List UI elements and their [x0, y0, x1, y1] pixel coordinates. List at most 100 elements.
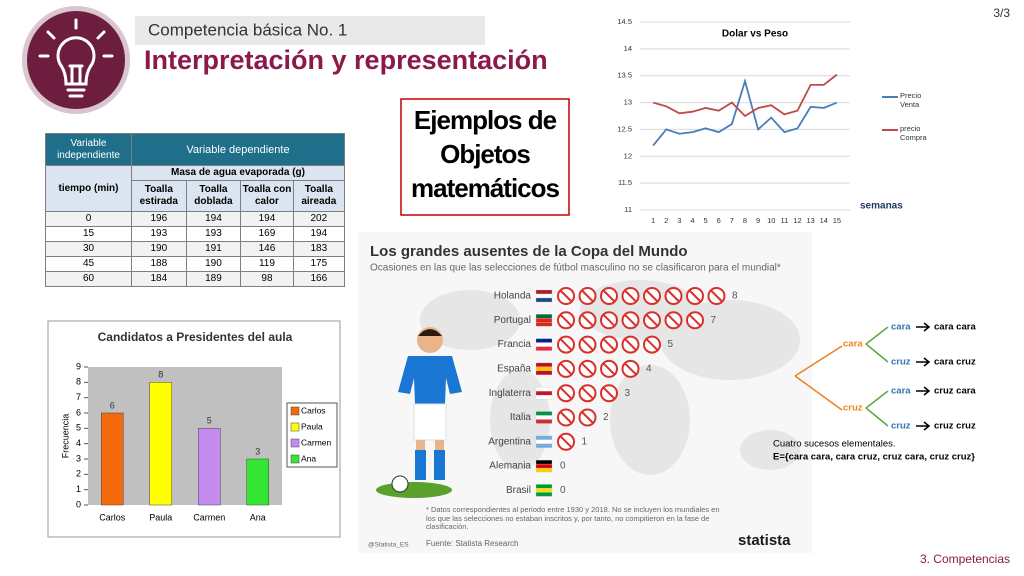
- x-tick-label: 5: [704, 216, 708, 225]
- footnote: * Datos correspondientes al periodo entr…: [426, 506, 720, 531]
- x-tick-label: Carmen: [193, 512, 225, 522]
- table-row: 60 184 189 98 166: [45, 271, 346, 287]
- flag-stripe: [535, 366, 553, 372]
- table-cell: 193: [131, 226, 187, 242]
- legend-label: Ana: [301, 453, 316, 463]
- flag-stripe: [535, 488, 553, 493]
- x-tick-label: 1: [651, 216, 655, 225]
- table-column-header: Toalla doblada: [185, 180, 242, 212]
- icon-slash: [559, 314, 573, 327]
- table-column-header: Toalla estirada: [131, 180, 187, 212]
- icon-slash: [559, 411, 573, 424]
- flag-stripe: [535, 419, 553, 424]
- table-cell: 45: [45, 256, 132, 272]
- x-tick-label: 14: [820, 216, 828, 225]
- category-label: Holanda: [494, 291, 532, 302]
- icon-slash: [602, 314, 616, 327]
- data-label: 2: [603, 412, 609, 423]
- flag-stripe: [535, 314, 553, 319]
- table-cell: 175: [292, 256, 346, 272]
- x-tick-label: 4: [690, 216, 694, 225]
- tree-edge: [794, 345, 843, 377]
- icon-slash: [559, 386, 573, 400]
- legend-swatch: [290, 406, 300, 416]
- legend-swatch: [290, 438, 300, 448]
- chart-subtitle: Ocasiones en las que las selecciones de …: [370, 263, 781, 274]
- pictogram-row: [557, 384, 618, 403]
- bar: [101, 412, 124, 506]
- flag-stripe: [535, 439, 553, 444]
- tree-edge: [865, 390, 889, 409]
- table-cell: 194: [240, 211, 294, 227]
- category-label: España: [497, 364, 531, 375]
- arrow: [916, 386, 931, 396]
- callout-holder: Ejemplos de Objetos matemáticos: [411, 105, 560, 203]
- flag-stripe: [535, 297, 553, 303]
- flag-stripe: [535, 443, 553, 448]
- flag-stripe: [535, 484, 553, 489]
- table-cell: 169: [240, 226, 294, 242]
- data-label: 3: [625, 388, 631, 399]
- header-subtitle: Competencia básica No. 1: [148, 20, 347, 39]
- y-tick-label: 11.5: [618, 178, 632, 187]
- flag-stripe: [535, 395, 553, 400]
- icon-slash: [559, 435, 573, 449]
- data-label: 4: [646, 364, 652, 375]
- data-label: 5: [668, 339, 674, 350]
- flag-stripe: [535, 318, 553, 323]
- leaf-label: cruz: [891, 421, 911, 432]
- flag-stripe: [535, 467, 553, 473]
- icon-slash: [688, 314, 702, 327]
- legend-label-holder: Precio Venta: [900, 91, 921, 109]
- leaf-label: cruz: [891, 357, 911, 368]
- outcome: cara cara: [934, 322, 976, 333]
- data-label: 3: [255, 446, 260, 456]
- footnote-holder: * Datos correspondientes al periodo entr…: [426, 506, 720, 531]
- y-tick-label: 3: [76, 453, 81, 463]
- y-tick-label: 8: [76, 377, 81, 387]
- x-tick-label: 15: [833, 216, 841, 225]
- x-tick-label: 13: [806, 216, 814, 225]
- flag-stripe: [535, 391, 553, 396]
- data-label: 7: [711, 315, 717, 326]
- bar: [149, 382, 172, 506]
- flag-stripe: [535, 370, 553, 376]
- flag-stripe: [535, 411, 553, 416]
- icon-slash: [624, 338, 637, 351]
- tree-edge: [865, 407, 889, 427]
- chart-title: Dolar vs Peso: [722, 29, 788, 40]
- data-label: 8: [158, 370, 163, 380]
- header-title: Interpretación y representación: [144, 45, 548, 75]
- x-tick-label: 9: [756, 216, 760, 225]
- y-axis-label: Frecuencia: [60, 414, 70, 459]
- icon-slash: [581, 411, 594, 424]
- line-series: [652, 77, 838, 147]
- pictogram-row: [557, 408, 597, 427]
- y-tick-label: 12.5: [617, 124, 632, 133]
- x-tick-label: 7: [730, 216, 734, 225]
- y-tick-label: 1: [76, 484, 81, 494]
- legend-swatch: [290, 454, 300, 464]
- y-tick-label: 5: [76, 423, 81, 433]
- branch-label: cruz: [843, 403, 863, 414]
- y-tick-label: 7: [76, 392, 81, 402]
- tree-edge: [794, 375, 843, 411]
- table-cell: 119: [240, 256, 294, 272]
- table-cell: 190: [185, 256, 242, 272]
- x-axis-label: semanas: [860, 201, 903, 212]
- flag-stripe: [535, 338, 553, 343]
- outcome: cara cruz: [934, 357, 976, 368]
- table-row: 15 193 193 169 194: [45, 226, 346, 242]
- callout: Ejemplos de Objetos matemáticos: [411, 105, 560, 203]
- table-header: tiempo (min): [45, 165, 132, 212]
- icon-slash: [581, 362, 594, 376]
- flag-stripe: [535, 492, 553, 497]
- category-label: Francia: [498, 339, 532, 350]
- category-label: Alemania: [489, 461, 531, 472]
- icon-slash: [645, 338, 659, 351]
- data-label: 1: [582, 436, 588, 447]
- table-cell: 0: [45, 211, 132, 227]
- y-tick-label: 14: [624, 44, 632, 53]
